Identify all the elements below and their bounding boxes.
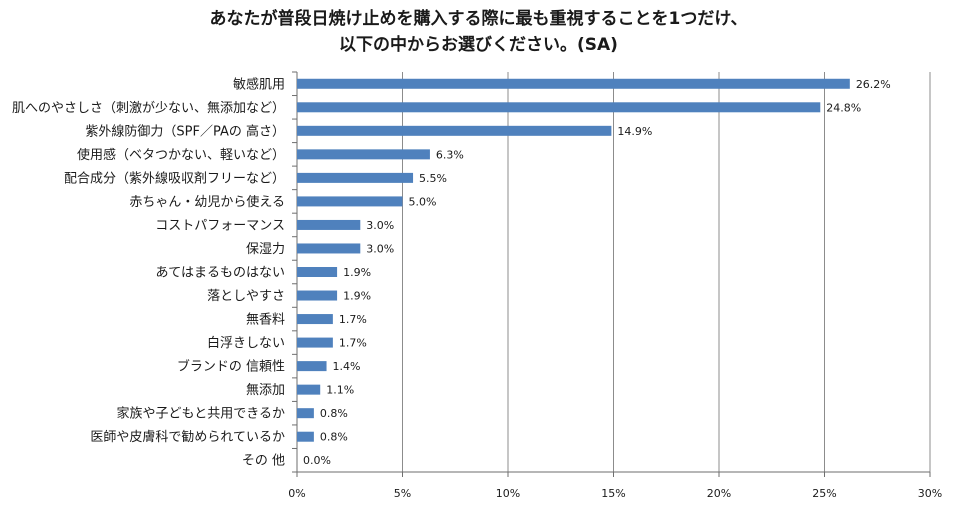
data-label-13: 1.1% <box>326 384 354 397</box>
data-label-5: 5.0% <box>409 195 437 208</box>
data-label-7: 3.0% <box>366 242 394 255</box>
bar-8 <box>297 267 338 277</box>
x-tick-label-1: 5% <box>394 487 411 500</box>
bar-4 <box>297 172 414 183</box>
data-label-15: 0.8% <box>320 431 348 444</box>
bar-7 <box>297 243 361 254</box>
category-label-12: ブランドの 信頼性 <box>177 359 285 375</box>
category-label-5: 赤ちゃん・幼児から使える <box>129 194 285 210</box>
category-label-10: 無香料 <box>246 313 285 328</box>
bar-2 <box>297 125 612 136</box>
bar-1 <box>297 102 821 113</box>
bar-6 <box>297 219 361 230</box>
category-label-0: 敏感肌用 <box>233 76 285 92</box>
bar-5 <box>297 196 403 207</box>
bar-0 <box>297 78 850 89</box>
category-label-3: 使用感（ベタつかない、軽いなど） <box>77 147 285 163</box>
category-label-6: コストパフォーマンス <box>155 218 285 233</box>
category-label-9: 落としやすさ <box>207 289 285 304</box>
bar-13 <box>297 384 321 395</box>
bar-11 <box>297 337 333 348</box>
data-label-9: 1.9% <box>343 290 371 303</box>
data-label-3: 6.3% <box>436 148 464 161</box>
data-label-10: 1.7% <box>339 313 367 326</box>
chart-title-line-2: 以下の中からお選びください。(SA) <box>339 35 618 55</box>
bar-3 <box>297 149 430 160</box>
x-tick-label-0: 0% <box>288 487 305 500</box>
bar-14 <box>297 408 314 419</box>
x-tick-label-5: 25% <box>812 487 836 500</box>
data-label-12: 1.4% <box>333 360 361 373</box>
category-label-11: 白浮きしない <box>207 335 285 351</box>
category-label-1: 肌へのやさしさ（刺激が少ない、無添加など） <box>12 101 285 116</box>
category-label-14: 家族や子どもと共用できるか <box>117 406 285 422</box>
data-label-11: 1.7% <box>339 337 367 350</box>
category-label-7: 保湿力 <box>246 242 285 257</box>
category-label-8: あてはまるものはない <box>156 266 285 281</box>
chart-title-line-1: あなたが普段日焼け止めを購入する際に最も重視することを1つだけ、 <box>209 9 748 29</box>
category-label-13: 無添加 <box>246 383 285 398</box>
data-label-2: 14.9% <box>617 125 652 138</box>
bar-15 <box>297 431 314 442</box>
x-tick-label-2: 10% <box>496 487 520 500</box>
x-tick-label-6: 30% <box>918 487 942 500</box>
data-label-8: 1.9% <box>343 266 371 279</box>
category-label-4: 配合成分（紫外線吸収剤フリーなど） <box>64 170 285 186</box>
x-tick-label-3: 15% <box>601 487 625 500</box>
category-label-16: その 他 <box>242 454 285 469</box>
category-label-15: 医師や皮膚科で勧められているか <box>90 429 285 445</box>
data-label-1: 24.8% <box>826 101 861 114</box>
data-label-16: 0.0% <box>303 454 331 467</box>
category-label-2: 紫外線防御力（SPF／PAの 高さ） <box>85 123 285 139</box>
data-label-6: 3.0% <box>366 219 394 232</box>
x-tick-label-4: 20% <box>707 487 731 500</box>
chart-title: あなたが普段日焼け止めを購入する際に最も重視することを1つだけ、 以下の中からお… <box>0 6 957 58</box>
bar-10 <box>297 314 333 325</box>
data-label-4: 5.5% <box>419 172 447 185</box>
bar-9 <box>297 290 338 301</box>
data-label-0: 26.2% <box>856 78 891 91</box>
bar-12 <box>297 361 327 372</box>
data-label-14: 0.8% <box>320 407 348 420</box>
